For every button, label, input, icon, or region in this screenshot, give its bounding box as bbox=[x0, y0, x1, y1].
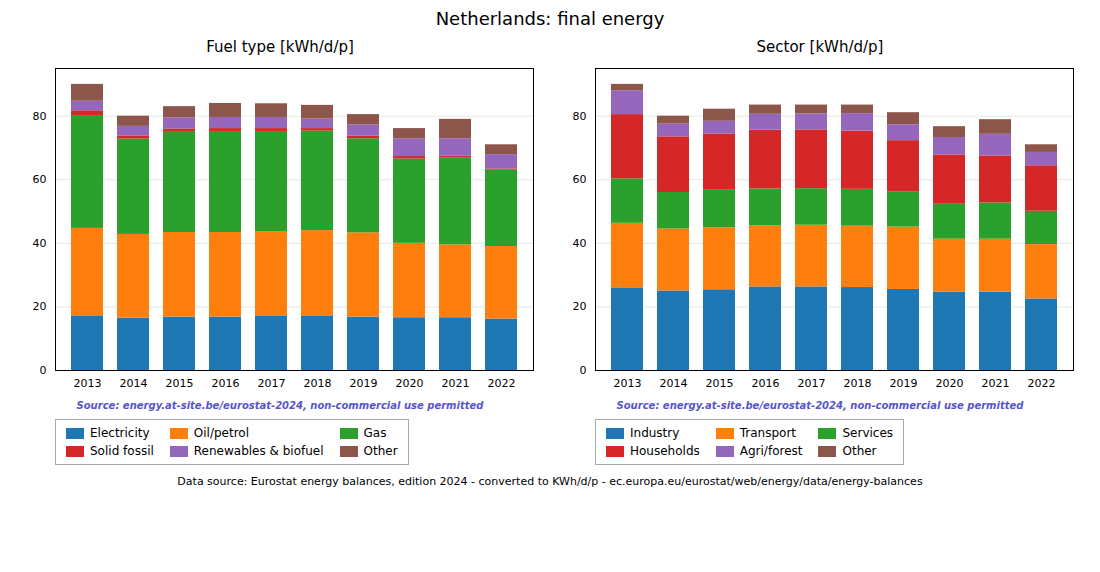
svg-text:2016: 2016 bbox=[212, 377, 240, 390]
html-text:Agri/forest: Agri/forest bbox=[739, 444, 803, 458]
svg-text:2013: 2013 bbox=[614, 377, 642, 390]
svg-text:2015: 2015 bbox=[706, 377, 734, 390]
html-text:Gas: Gas bbox=[363, 426, 387, 440]
html-text:Industry: Industry bbox=[630, 426, 680, 440]
svg-text:20: 20 bbox=[573, 300, 587, 313]
svg-text:2017: 2017 bbox=[258, 377, 286, 390]
html-text:Transport: Transport bbox=[739, 426, 797, 440]
svg-text:2016: 2016 bbox=[752, 377, 780, 390]
svg-text:2019: 2019 bbox=[350, 377, 378, 390]
html-text:Source: energy.at-site.be/euro: Source: energy.at-site.be/eurostat-2024,… bbox=[616, 400, 1024, 411]
html-text:Services: Services bbox=[842, 426, 894, 440]
svg-text:2017: 2017 bbox=[798, 377, 826, 390]
html-text:Source: energy.at-site.be/euro: Source: energy.at-site.be/eurostat-2024,… bbox=[76, 400, 484, 411]
svg-text:2013: 2013 bbox=[74, 377, 102, 390]
svg-text:2014: 2014 bbox=[660, 377, 688, 390]
html-text:Netherlands: final energy: Netherlands: final energy bbox=[435, 8, 665, 29]
svg-text:2022: 2022 bbox=[488, 377, 516, 390]
svg-text:2020: 2020 bbox=[936, 377, 964, 390]
svg-text:80: 80 bbox=[33, 110, 47, 123]
svg-text:2021: 2021 bbox=[442, 377, 470, 390]
svg-text:60: 60 bbox=[33, 173, 47, 186]
html-text:Fuel type [kWh/d/p]: Fuel type [kWh/d/p] bbox=[206, 38, 354, 56]
svg-text:20: 20 bbox=[33, 300, 47, 313]
svg-text:60: 60 bbox=[573, 173, 587, 186]
svg-text:2022: 2022 bbox=[1028, 377, 1056, 390]
svg-text:2014: 2014 bbox=[120, 377, 148, 390]
svg-text:80: 80 bbox=[573, 110, 587, 123]
svg-text:0: 0 bbox=[40, 364, 47, 377]
html-text:Oil/petrol: Oil/petrol bbox=[193, 426, 249, 440]
html-text:Households: Households bbox=[630, 444, 700, 458]
svg-text:2018: 2018 bbox=[304, 377, 332, 390]
svg-text:40: 40 bbox=[33, 237, 47, 250]
svg-text:2015: 2015 bbox=[166, 377, 194, 390]
svg-text:2018: 2018 bbox=[844, 377, 872, 390]
html-text:Other: Other bbox=[363, 444, 398, 458]
html-text:Data source: Eurostat energy b: Data source: Eurostat energy balances, e… bbox=[177, 475, 923, 488]
svg-text:2019: 2019 bbox=[890, 377, 918, 390]
html-text:Solid fossil: Solid fossil bbox=[90, 444, 154, 458]
html-text:Other: Other bbox=[842, 444, 877, 458]
svg-text:0: 0 bbox=[580, 364, 587, 377]
html-text:Renewables & biofuel: Renewables & biofuel bbox=[193, 444, 324, 458]
svg-text:2021: 2021 bbox=[982, 377, 1010, 390]
svg-text:2020: 2020 bbox=[396, 377, 424, 390]
svg-text:40: 40 bbox=[573, 237, 587, 250]
html-text:Sector [kWh/d/p]: Sector [kWh/d/p] bbox=[756, 38, 884, 56]
html-text:Electricity: Electricity bbox=[90, 426, 150, 440]
